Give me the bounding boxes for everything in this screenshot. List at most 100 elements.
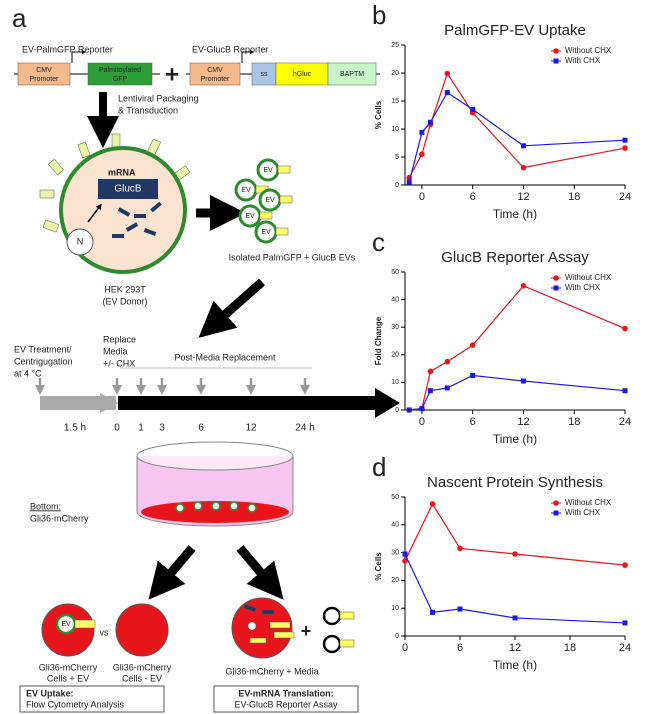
time-label: 6 bbox=[198, 423, 204, 434]
outcome-label: Gli36-mCherry bbox=[39, 662, 98, 672]
promoter-label: CMV bbox=[207, 67, 223, 74]
point bbox=[402, 558, 408, 564]
assay-box bbox=[19, 685, 165, 713]
vs: vs bbox=[100, 627, 110, 637]
panel-label: d bbox=[372, 452, 386, 482]
arrow bbox=[198, 278, 265, 338]
gene-label: hGluc bbox=[293, 71, 312, 78]
legend-marker bbox=[553, 58, 559, 64]
chart-title: PalmGFP-EV Uptake bbox=[444, 22, 586, 39]
y-tick-label: 10 bbox=[391, 379, 399, 386]
assay-text: Flow Cytometry Analysis bbox=[26, 699, 125, 709]
mrna-label: mRNA bbox=[108, 167, 136, 177]
mrna-name: GlucB bbox=[114, 184, 142, 195]
reporter-title: EV-GlucB Reporter bbox=[192, 44, 269, 54]
arrow bbox=[148, 545, 196, 600]
time-label: 1.5 h bbox=[64, 423, 86, 434]
x-tick-label: 12 bbox=[509, 642, 521, 654]
x-tick-label: 24 bbox=[619, 642, 631, 654]
nucleus bbox=[66, 228, 94, 256]
y-tick-label: 10 bbox=[391, 605, 399, 612]
timeline-pre bbox=[100, 393, 118, 413]
point bbox=[457, 545, 463, 552]
x-tick-label: 6 bbox=[470, 416, 476, 428]
assay-text: EV-GlucB Reporter Assay bbox=[234, 699, 338, 709]
point bbox=[469, 342, 476, 348]
point bbox=[419, 129, 425, 135]
legend-label: With CHX bbox=[565, 508, 601, 517]
x-tick-label: 18 bbox=[564, 642, 576, 654]
ev-label: EV bbox=[261, 229, 271, 236]
gene-label: Palmitoylated bbox=[99, 67, 141, 74]
ev-label: EV bbox=[263, 167, 273, 174]
point bbox=[622, 145, 628, 151]
ev-label: EV bbox=[61, 621, 71, 628]
gene-label: ss bbox=[261, 71, 269, 78]
assay-title: EV-mRNA Translation: bbox=[238, 688, 333, 698]
plus: + bbox=[301, 621, 312, 641]
x-tick-label: 18 bbox=[568, 191, 580, 203]
series-line bbox=[408, 72, 626, 179]
series-line bbox=[404, 553, 626, 624]
legend-marker bbox=[553, 48, 559, 54]
promoter-label: CMV bbox=[36, 67, 52, 74]
legend-marker bbox=[553, 500, 559, 506]
x-axis-label: Time (h) bbox=[493, 432, 537, 446]
y-tick-label: 15 bbox=[391, 98, 399, 105]
y-tick-label: 50 bbox=[391, 269, 399, 276]
plus: + bbox=[165, 61, 179, 88]
y-tick-label: 0 bbox=[395, 407, 399, 414]
y-tick-label: 20 bbox=[391, 352, 399, 359]
recipient-cell bbox=[231, 597, 293, 659]
panel-label: b bbox=[372, 0, 386, 30]
point bbox=[457, 606, 463, 612]
panel-label: a bbox=[12, 3, 27, 33]
promoter-arrow bbox=[241, 50, 254, 63]
x-tick-label: 12 bbox=[517, 191, 529, 203]
reporter-proteins bbox=[243, 603, 295, 644]
y-axis-label: % Cells bbox=[374, 100, 383, 129]
promoter-label: Promoter bbox=[201, 76, 230, 83]
x-tick-label: 0 bbox=[419, 191, 425, 203]
time-label: 0 bbox=[114, 423, 120, 434]
protein-dashes bbox=[112, 201, 162, 238]
promoter-box bbox=[17, 62, 71, 86]
y-tick-label: 30 bbox=[391, 549, 399, 556]
point bbox=[406, 179, 412, 185]
point bbox=[622, 325, 628, 332]
mrna-box bbox=[98, 179, 158, 199]
legend-label: Without CHX bbox=[565, 498, 612, 507]
point bbox=[520, 164, 527, 171]
y-tick-label: 40 bbox=[391, 296, 399, 303]
secreted-evs bbox=[322, 606, 355, 654]
reporter-title: EV-PalmGFP Reporter bbox=[22, 44, 113, 54]
time-label: 1 bbox=[138, 423, 144, 434]
y-tick-label: 25 bbox=[391, 42, 399, 49]
ev-label: EV bbox=[265, 197, 275, 204]
x-tick-label: 18 bbox=[568, 416, 580, 428]
evs bbox=[234, 158, 293, 244]
x-tick-label: 24 bbox=[619, 191, 631, 203]
recipient-cell bbox=[115, 603, 169, 657]
assay-title: EV Uptake: bbox=[26, 688, 74, 698]
y-axis-label: % Cells bbox=[374, 552, 383, 581]
cell-role: (EV Donor) bbox=[102, 296, 147, 306]
point bbox=[622, 137, 628, 143]
dish-label: Gli36-mCherry bbox=[30, 513, 89, 523]
legend-label: With CHX bbox=[565, 283, 601, 292]
x-tick-label: 24 bbox=[619, 416, 631, 428]
gene-label: GFP bbox=[113, 76, 128, 83]
step-label: Media bbox=[103, 346, 128, 356]
y-tick-label: 5 bbox=[395, 154, 399, 161]
point bbox=[402, 551, 408, 557]
y-tick-label: 0 bbox=[395, 633, 399, 640]
promoter-label: Promoter bbox=[30, 76, 59, 83]
ev-label: EV bbox=[241, 187, 251, 194]
legend-marker bbox=[553, 510, 559, 516]
point bbox=[512, 551, 518, 557]
y-tick-label: 40 bbox=[391, 522, 399, 529]
step-label: Centrigugation bbox=[14, 356, 73, 366]
x-axis-label: Time (h) bbox=[493, 658, 537, 672]
y-tick-label: 20 bbox=[391, 70, 399, 77]
